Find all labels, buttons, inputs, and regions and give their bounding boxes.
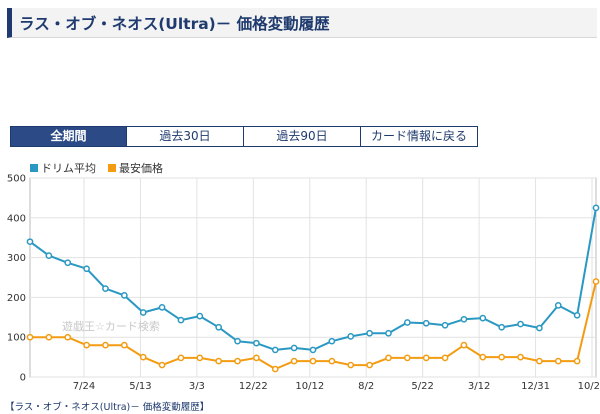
data-point-lowest-price [479,353,487,361]
data-point-average-price [253,339,260,347]
y-tick-label: 500 [7,174,26,185]
chart-series [26,204,600,373]
data-point-average-price [536,324,543,332]
data-point-lowest-price [290,357,298,365]
legend-label-lowest: 最安価格 [119,162,163,175]
data-point-lowest-price [328,357,336,365]
x-tick-label: 7/24 [73,381,95,392]
data-point-lowest-price [102,341,109,349]
x-tick-label: 10/21 [578,381,600,392]
data-point-average-price [102,285,109,292]
legend-swatch-average [30,164,38,172]
data-point-lowest-price [196,354,204,362]
data-point-lowest-price [139,353,147,361]
data-point-average-price [309,346,317,354]
data-point-average-price [422,319,430,327]
legend-swatch-lowest [108,164,116,172]
data-point-lowest-price [441,354,449,362]
y-tick-label: 100 [7,333,26,344]
legend-label-average: ドリム平均 [41,162,96,175]
x-tick-label: 8/2 [358,381,374,392]
x-tick-label: 12/22 [239,381,268,392]
data-point-lowest-price [554,357,562,365]
data-point-average-price [573,311,581,319]
data-point-average-price [517,320,524,328]
data-point-lowest-price [385,354,392,362]
data-point-lowest-price [45,333,53,341]
data-point-lowest-price [347,361,355,369]
data-point-average-price [441,321,449,329]
data-point-lowest-price [517,353,524,361]
data-point-average-price [328,337,336,345]
x-tick-label: 5/22 [411,381,433,392]
data-point-average-price [592,204,600,212]
page-header: ラス・オブ・ネオス(Ultra)－ 価格変動履歴 [7,8,597,38]
x-tick-label: 12/31 [521,381,550,392]
data-point-average-price [120,292,128,299]
data-point-lowest-price [573,357,581,365]
tab-past-90-days[interactable]: 過去90日 [244,127,361,146]
data-point-lowest-price [309,357,317,365]
y-tick-label: 0 [20,373,26,384]
x-tick-label: 5/13 [129,381,151,392]
data-point-lowest-price [498,353,506,361]
data-point-lowest-price [271,365,279,373]
data-point-lowest-price [26,333,34,341]
data-point-average-price [139,309,147,316]
data-point-average-price [215,323,223,331]
data-point-average-price [366,329,373,337]
y-tick-label: 200 [7,293,26,304]
data-point-average-price [347,333,355,340]
data-point-average-price [479,314,487,322]
page-title: ラス・オブ・ネオス(Ultra)－ 価格変動履歴 [19,15,330,33]
data-point-average-price [271,346,279,354]
data-point-lowest-price [422,354,430,362]
data-point-lowest-price [366,361,373,369]
data-point-lowest-price [83,341,90,349]
tab-back-to-card-info[interactable]: カード情報に戻る [361,127,477,146]
watermark-text: 遊戯王☆カード検索 [62,320,160,333]
data-point-average-price [403,319,411,326]
data-point-average-price [234,337,241,345]
data-point-average-price [460,315,468,323]
data-point-lowest-price [215,357,223,365]
data-point-lowest-price [177,354,185,362]
data-point-lowest-price [120,341,128,349]
data-point-average-price [177,316,185,324]
data-point-lowest-price [403,354,411,362]
data-point-lowest-price [234,357,241,365]
data-point-lowest-price [64,333,72,341]
y-tick-label: 300 [7,253,26,264]
data-point-average-price [45,252,53,259]
data-point-average-price [385,329,392,337]
data-point-average-price [26,238,34,246]
x-tick-label: 3/3 [189,381,205,392]
data-point-lowest-price [536,357,543,365]
chart-grid [29,177,597,378]
chart-legend: ドリム平均 最安価格 [30,160,175,176]
data-point-average-price [498,323,506,331]
period-tabs: 全期間 過去30日 過去90日 カード情報に戻る [10,126,478,147]
data-point-average-price [290,344,298,352]
legend-item-lowest: 最安価格 [108,160,163,176]
data-point-lowest-price [253,354,260,362]
tab-past-30-days[interactable]: 過去30日 [127,127,244,146]
data-point-lowest-price [460,341,468,349]
data-point-lowest-price [592,278,600,285]
chart-axes: 0 100 200 300 400 500 7/24 5/13 3/3 12/22 10/12 8/2… [7,174,600,393]
x-tick-label: 3/12 [468,381,490,392]
data-point-average-price [196,312,204,320]
tab-all-period[interactable]: 全期間 [11,127,127,146]
data-point-average-price [158,304,166,311]
data-point-average-price [83,265,90,273]
data-point-lowest-price [158,361,166,369]
x-tick-label: 10/12 [295,381,324,392]
legend-item-average: ドリム平均 [30,160,96,176]
footer-link[interactable]: 【ラス・オブ・ネオス(Ultra)－ 価格変動履歴】 [5,402,210,413]
y-tick-label: 400 [7,213,26,224]
data-point-average-price [554,302,562,309]
data-point-average-price [64,259,72,267]
